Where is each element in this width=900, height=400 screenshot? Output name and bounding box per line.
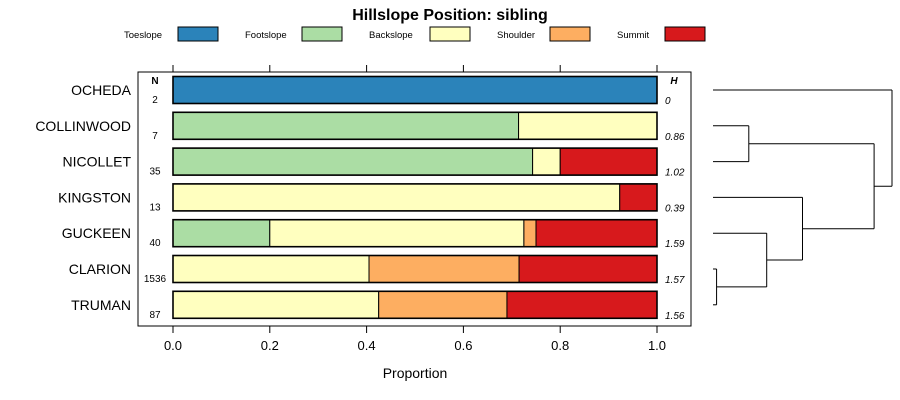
bar-segment-collinwood-footslope — [172, 111, 520, 140]
row-label-ocheda: OCHEDA — [71, 82, 132, 98]
bar-segment-guckeen-footslope — [172, 219, 271, 248]
h-labels: 0 0.86 1.02 0.39 1.59 1.57 1.56 — [665, 96, 685, 322]
h-value-truman: 1.56 — [665, 311, 685, 322]
h-value-guckeen: 1.59 — [665, 239, 685, 250]
x-tick-label: 0.2 — [261, 338, 279, 353]
row-label-nicollet: NICOLLET — [63, 154, 132, 170]
bars — [172, 75, 658, 320]
bar-segment-guckeen-summit — [535, 219, 658, 248]
h-value-collinwood: 0.86 — [665, 132, 685, 143]
n-value-truman: 87 — [149, 310, 161, 321]
x-tick-label: 1.0 — [648, 338, 666, 353]
bar-segment-clarion-summit — [518, 255, 658, 283]
bar-segment-truman-summit — [506, 290, 658, 319]
n-value-clarion: 1536 — [144, 274, 167, 285]
bar-outline-kingston — [172, 183, 658, 212]
n-value-kingston: 13 — [149, 202, 161, 213]
h-value-kingston: 0.39 — [665, 203, 685, 214]
legend-swatch-backslope — [429, 26, 471, 42]
row-labels: OCHEDA COLLINWOOD NICOLLET KINGSTON GUCKEEN C… — [35, 82, 131, 313]
row-label-guckeen: GUCKEEN — [62, 225, 131, 241]
legend-swatch-footslope — [301, 26, 343, 42]
n-header: N — [151, 76, 158, 87]
x-axis: 0.0 0.2 0.4 0.6 0.8 1.0 — [164, 326, 666, 353]
h-value-clarion: 1.57 — [665, 275, 685, 286]
bar-segment-ocheda-toeslope — [172, 76, 658, 104]
n-labels: 2 7 35 13 40 1536 87 — [144, 95, 167, 321]
x-axis-label: Proportion — [383, 365, 448, 381]
x-tick-label: 0.4 — [358, 338, 376, 353]
legend-swatch-summit — [664, 26, 706, 42]
bar-segment-guckeen-shoulder — [523, 219, 537, 248]
legend-label-footslope: Footslope — [245, 30, 287, 41]
bar-outline-collinwood — [172, 111, 658, 141]
legend-label-backslope: Backslope — [369, 30, 413, 41]
n-value-nicollet: 35 — [149, 167, 161, 178]
bar-outline-clarion — [172, 254, 658, 284]
bar-outline-guckeen — [172, 218, 658, 248]
bar-segment-kingston-summit — [619, 183, 658, 212]
row-label-truman: TRUMAN — [71, 297, 131, 313]
bar-segment-clarion-shoulder — [368, 255, 520, 283]
bar-segment-clarion-backslope — [172, 255, 370, 283]
row-label-collinwood: COLLINWOOD — [35, 118, 131, 134]
h-header: H — [670, 76, 678, 87]
bar-segment-kingston-backslope — [172, 183, 621, 212]
n-value-guckeen: 40 — [149, 238, 161, 249]
legend-swatch-shoulder — [549, 26, 591, 42]
legend: Toeslope Footslope Backslope Shoulder Summit — [124, 26, 706, 42]
top-ticks — [172, 65, 658, 72]
row-label-clarion: CLARION — [69, 261, 131, 277]
x-tick-label: 0.0 — [164, 338, 182, 353]
bar-outline-ocheda — [172, 75, 658, 105]
h-value-ocheda: 0 — [665, 96, 671, 107]
bar-segment-truman-backslope — [172, 290, 380, 319]
bar-outline-truman — [172, 290, 658, 320]
legend-label-summit: Summit — [617, 30, 650, 41]
legend-label-toeslope: Toeslope — [124, 30, 162, 41]
n-value-collinwood: 7 — [152, 131, 158, 142]
legend-swatch-toeslope — [177, 26, 219, 42]
plot-frame — [137, 71, 692, 327]
dendrogram — [713, 89, 893, 306]
bar-segment-guckeen-backslope — [269, 219, 525, 248]
bar-segment-nicollet-summit — [559, 147, 658, 176]
row-label-kingston: KINGSTON — [58, 189, 131, 205]
x-tick-label: 0.6 — [454, 338, 472, 353]
h-value-nicollet: 1.02 — [665, 168, 685, 179]
n-value-ocheda: 2 — [152, 95, 158, 106]
bar-segment-collinwood-backslope — [518, 111, 658, 140]
chart-title: Hillslope Position: sibling — [352, 7, 548, 24]
bar-segment-nicollet-backslope — [532, 147, 561, 176]
bar-segment-truman-shoulder — [378, 290, 508, 319]
legend-label-shoulder: Shoulder — [497, 30, 535, 41]
x-tick-label: 0.8 — [551, 338, 569, 353]
bar-outline-nicollet — [172, 147, 658, 176]
bar-segment-nicollet-footslope — [172, 147, 534, 176]
